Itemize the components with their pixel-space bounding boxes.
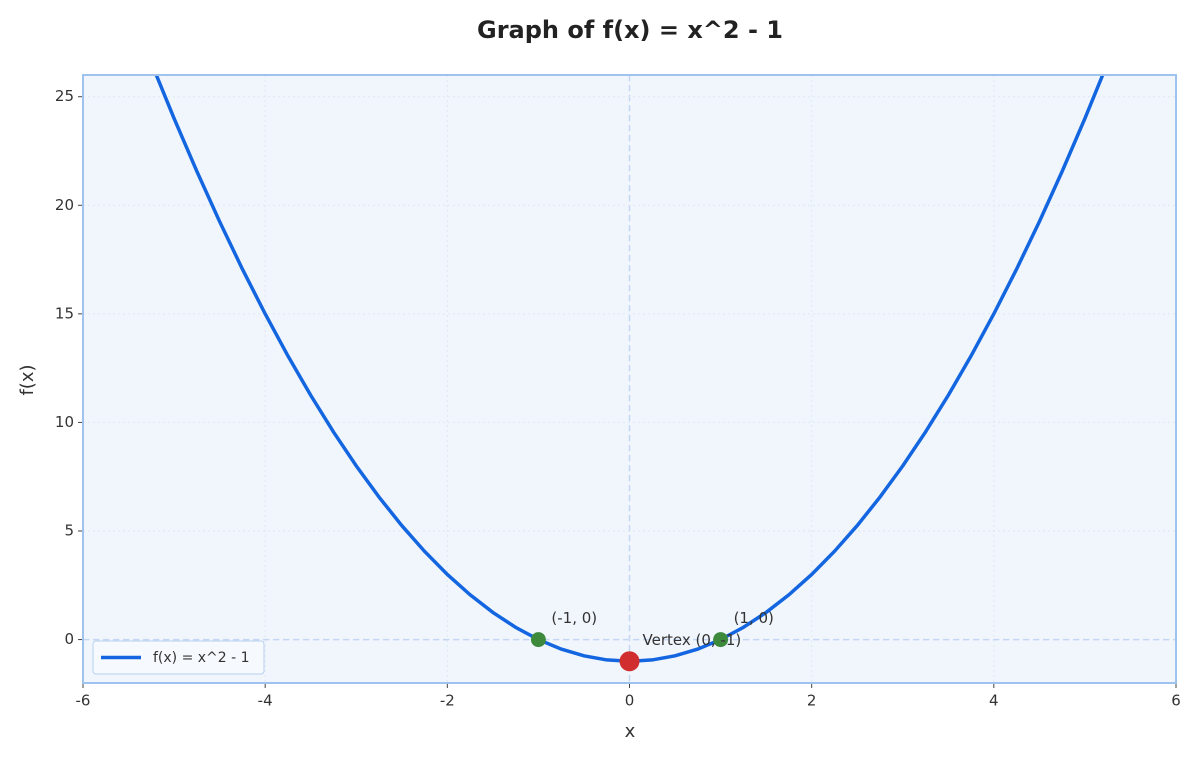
y-axis-label: f(x) [17,364,38,395]
point [619,651,640,672]
point [713,632,729,648]
annotation: Vertex (0, -1) [643,631,742,649]
annotation: (1, 0) [734,609,774,627]
x-tick-label: 4 [989,692,999,710]
point [530,632,546,648]
x-tick-label: -4 [258,692,273,710]
y-tick-label: 25 [55,87,74,105]
y-tick-label: 15 [55,304,74,322]
x-tick-label: 6 [1171,692,1181,710]
legend [92,640,265,675]
legend-label: f(x) = x^2 - 1 [153,650,250,666]
x-tick-label: 2 [807,692,817,710]
y-tick-label: 5 [64,522,74,540]
x-tick-label: -2 [440,692,455,710]
y-tick-label: 0 [64,630,74,648]
annotation: (-1, 0) [551,609,597,627]
x-axis-label: x [625,721,636,742]
x-tick-label: 0 [625,692,635,710]
plot-frame [82,74,1177,684]
chart-title: Graph of f(x) = x^2 - 1 [477,16,783,44]
y-tick-label: 10 [55,413,74,431]
y-tick-label: 20 [55,196,74,214]
x-tick-label: -6 [76,692,91,710]
